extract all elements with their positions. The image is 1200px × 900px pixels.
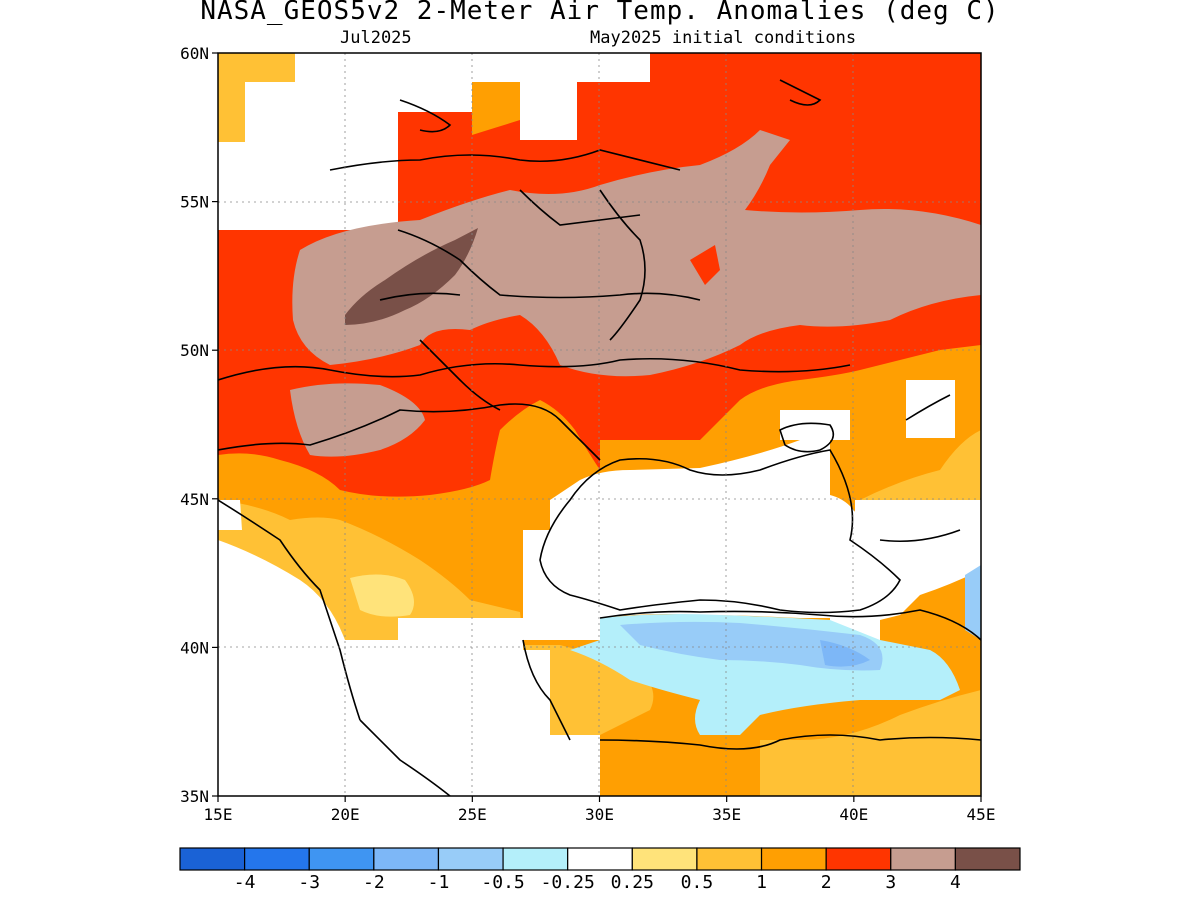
lake-north: [779, 79, 822, 106]
anomaly-fields: [218, 53, 981, 796]
lon-tick-label: 25E: [458, 805, 487, 824]
colorbar-label: -1: [428, 872, 450, 893]
colorbar: [179, 847, 1021, 871]
lat-tick-label: 35N: [180, 787, 209, 806]
colorbar-swatch: [179, 847, 246, 871]
colorbar-label: 1: [756, 872, 767, 893]
longitude-axis: 15E 20E 25E 30E 35E 40E 45E: [204, 796, 996, 824]
adriatic-coast: [218, 499, 361, 721]
colorbar-swatch: [631, 847, 698, 871]
neutral-caucasus: [855, 500, 981, 560]
neutral-azov: [780, 410, 850, 440]
colorbar-swatch: [373, 847, 440, 871]
field-0.5-1-scandinavia: [218, 53, 295, 142]
neutral-black-sea: [523, 440, 981, 645]
border-line-1: [218, 357, 851, 381]
field-0.5-to-1-anatolia-east: [760, 690, 981, 796]
gridlines: [218, 53, 981, 796]
border-line-3: [329, 149, 681, 171]
neutral-area-north: [218, 53, 650, 230]
baltic-island: [399, 99, 452, 133]
border-line-2: [218, 403, 601, 461]
colorbar-label: -2: [363, 872, 385, 893]
field-minus-1-to-2: [820, 640, 870, 667]
colorbar-swatch: [825, 847, 892, 871]
lat-tick-label: 45N: [180, 490, 209, 509]
border-line-8: [519, 189, 641, 226]
lat-tick-label: 60N: [180, 44, 209, 63]
lon-tick-label: 45E: [967, 805, 996, 824]
neutral-adriatic-aegean: [218, 540, 600, 796]
colorbar-label: -0.25: [541, 872, 595, 893]
field-minus-east: [965, 565, 981, 640]
aegean-east-coast: [522, 639, 571, 741]
field-above-4: [345, 228, 478, 325]
colorbar-label: -0.5: [481, 872, 524, 893]
border-line-6: [419, 339, 501, 411]
colorbar-label: -4: [234, 872, 256, 893]
lon-tick-label: 40E: [839, 805, 868, 824]
map-title: NASA_GEOS5v2 2-Meter Air Temp. Anomalies…: [200, 0, 1000, 26]
colorbar-swatch: [502, 847, 569, 871]
field-3-to-4-pannonian: [290, 383, 425, 457]
colorbar-swatch: [437, 847, 504, 871]
colorbar-label: 3: [885, 872, 896, 893]
field-3-to-4-east-europe: [292, 130, 981, 377]
colorbar-swatch: [696, 847, 763, 871]
colorbar-swatch: [890, 847, 956, 871]
border-line-7: [379, 292, 461, 301]
neutral-adriatic-north: [218, 500, 242, 530]
colorbar-label: 0.25: [611, 872, 654, 893]
field-minus-0.5-to-1: [620, 621, 883, 671]
greece-coast: [359, 719, 451, 796]
colorbar-label: 0.5: [681, 872, 714, 893]
azov-sea-coast: [779, 422, 835, 453]
black-sea-coast: [539, 449, 901, 614]
neutral-caspian-north: [906, 380, 955, 438]
caspian-coast: [905, 394, 951, 421]
lat-tick-label: 40N: [180, 638, 209, 657]
field-1-2-baltic: [472, 82, 520, 135]
border-line-4: [397, 229, 701, 301]
lat-tick-label: 55N: [180, 193, 209, 212]
colorbar-labels: -4 -3 -2 -1 -0.5 -0.25 0.25 0.5 1 2 3 4: [234, 872, 961, 893]
coastlines-borders: [218, 79, 981, 796]
colorbar-label: 4: [950, 872, 961, 893]
colorbar-label: 2: [821, 872, 832, 893]
lat-tick-label: 50N: [180, 341, 209, 360]
latitude-axis: 60N 55N 50N 45N 40N 35N: [180, 44, 218, 806]
field-0.25-to-0.5-balkans: [350, 574, 414, 617]
anatolia-south-coast: [599, 734, 981, 750]
colorbar-swatch: [308, 847, 375, 871]
lon-tick-label: 15E: [204, 805, 233, 824]
lon-tick-label: 30E: [585, 805, 614, 824]
lon-tick-label: 35E: [712, 805, 741, 824]
valid-month-label: Jul2025: [340, 28, 412, 48]
colorbar-swatch: [567, 847, 633, 871]
border-line-5: [599, 189, 646, 341]
colorbar-swatch: [244, 847, 310, 871]
colorbar-swatch: [760, 847, 827, 871]
colorbar-swatch: [954, 847, 1021, 871]
lon-tick-label: 20E: [331, 805, 360, 824]
colorbar-label: -3: [298, 872, 320, 893]
field-2-to-3-inset: [690, 245, 720, 285]
initial-conditions-label: May2025 initial conditions: [590, 28, 857, 48]
anatolia-north-coast: [599, 609, 981, 641]
caucasus-border: [879, 529, 961, 543]
